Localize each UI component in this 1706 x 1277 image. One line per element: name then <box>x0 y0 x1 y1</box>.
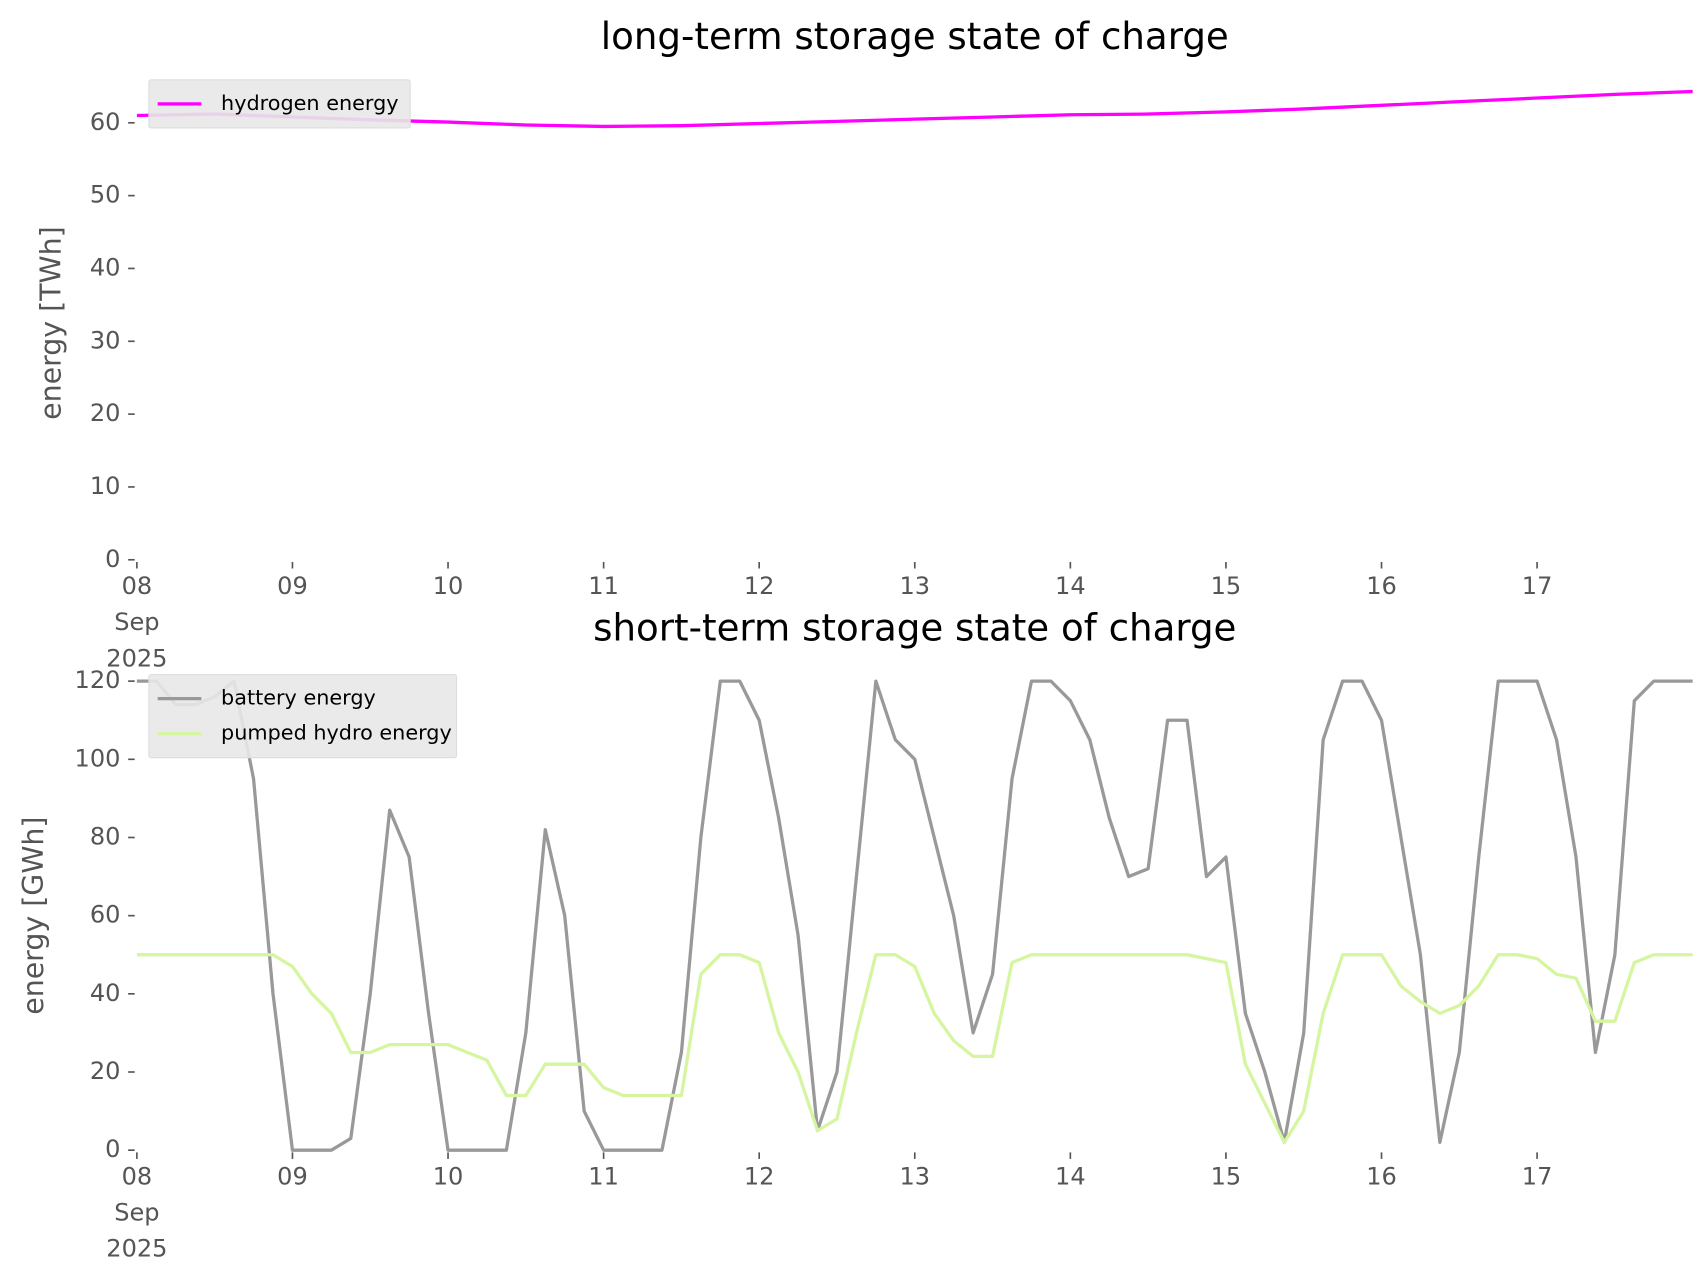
x-tick-label: 09 <box>277 572 308 600</box>
x-tick-label: 12 <box>744 1163 775 1191</box>
x-tick-label: 11 <box>588 572 619 600</box>
x-tick-label: 14 <box>1055 572 1086 600</box>
y-tick-label: 40 <box>90 979 121 1007</box>
y-tick-label: 120 <box>75 666 121 694</box>
x-tick-label: 15 <box>1211 1163 1242 1191</box>
y-tick-label: 100 <box>75 744 121 772</box>
x-tick-label: 14 <box>1055 1163 1086 1191</box>
legend-label: pumped hydro energy <box>221 721 452 745</box>
y-tick-label: 20 <box>90 399 121 427</box>
x-tick-label: 16 <box>1366 572 1397 600</box>
x-tick-label: 10 <box>433 572 464 600</box>
y-tick-label: 50 <box>90 181 121 209</box>
legend-box <box>148 674 458 759</box>
legend-label: hydrogen energy <box>221 91 398 115</box>
y-tick-label: 30 <box>90 326 121 354</box>
y-axis-label: energy [GWh] <box>17 817 50 1015</box>
chart-title: short-term storage state of charge <box>593 605 1236 649</box>
y-tick-label: 60 <box>90 108 121 136</box>
x-tick-label: 15 <box>1211 572 1242 600</box>
series-line <box>136 679 1693 1152</box>
y-tick-label: 0 <box>105 1135 120 1163</box>
x-tick-label: 17 <box>1522 572 1553 600</box>
y-tick-label: 10 <box>90 472 121 500</box>
x-tick-label: 13 <box>899 572 930 600</box>
x-tick-label: 13 <box>899 1163 930 1191</box>
y-tick-label: 80 <box>90 822 121 850</box>
x-tick-label: 16 <box>1366 1163 1397 1191</box>
x-tick-label: 10 <box>433 1163 464 1191</box>
series-line <box>136 953 1693 1144</box>
legend-label: battery energy <box>221 686 376 710</box>
x-tick-label: 11 <box>588 1163 619 1191</box>
y-tick-label: 0 <box>105 545 120 573</box>
y-tick-label: 60 <box>90 901 121 929</box>
x-tick-label: 08 Sep 2025 <box>106 572 167 672</box>
x-tick-label: 09 <box>277 1163 308 1191</box>
chart-title: long-term storage state of charge <box>601 14 1229 58</box>
x-tick-label: 08 Sep 2025 <box>106 1163 167 1263</box>
x-tick-label: 12 <box>744 572 775 600</box>
y-tick-label: 40 <box>90 253 121 281</box>
y-axis-label: energy [TWh] <box>35 226 68 420</box>
legend-box <box>148 79 411 129</box>
x-tick-label: 17 <box>1522 1163 1553 1191</box>
y-tick-label: 20 <box>90 1057 121 1085</box>
